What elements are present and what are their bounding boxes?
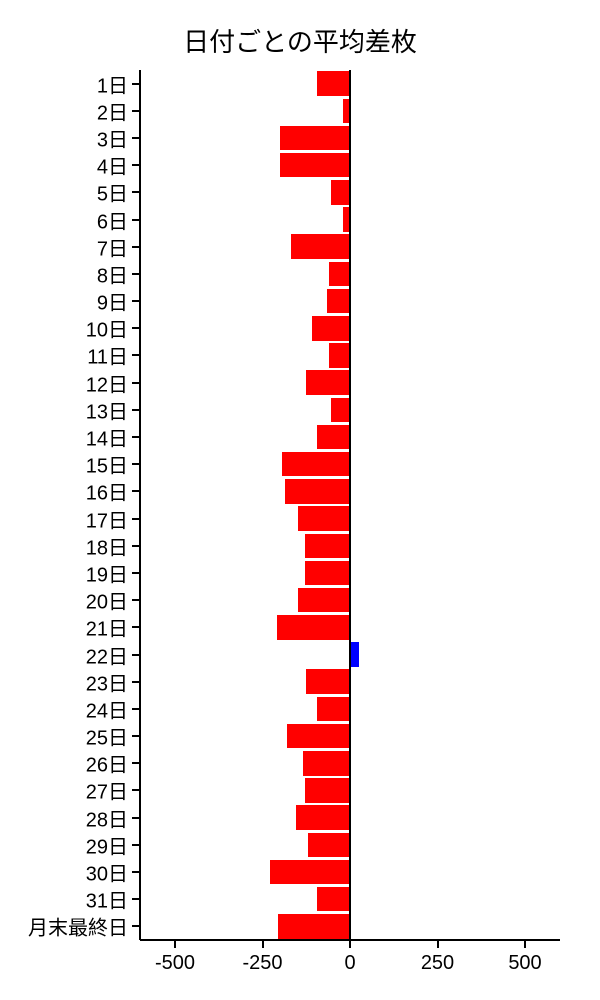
bar (280, 126, 350, 150)
bar (305, 534, 351, 558)
y-axis-label: 月末最終日 (28, 912, 140, 941)
bar (317, 697, 350, 721)
x-axis-label: 0 (344, 940, 355, 975)
bar (317, 887, 350, 911)
bar (280, 153, 350, 177)
bar (296, 805, 350, 829)
chart-title: 日付ごとの平均差枚 (0, 22, 600, 59)
bar (282, 452, 350, 476)
bar (303, 751, 350, 775)
bar (317, 425, 350, 449)
bar (317, 71, 350, 95)
chart-plot-area: 1日2日3日4日5日6日7日8日9日10日11日12日13日14日15日16日1… (140, 70, 560, 940)
bar (298, 506, 351, 530)
x-axis-label: 250 (421, 940, 454, 975)
bar (329, 343, 350, 367)
bar (285, 479, 350, 503)
bar (270, 860, 351, 884)
zero-axis-line (349, 70, 351, 940)
bar (306, 370, 350, 394)
bar (305, 561, 351, 585)
bar (305, 778, 351, 802)
x-axis-label: 500 (508, 940, 541, 975)
bar (277, 615, 351, 639)
bar (308, 833, 350, 857)
bar (312, 316, 351, 340)
bar (278, 914, 350, 938)
y-axis-line (139, 70, 141, 940)
bar (291, 234, 351, 258)
bar (298, 588, 351, 612)
bar (287, 724, 350, 748)
bar (329, 262, 350, 286)
bar (331, 398, 350, 422)
x-axis-label: -500 (155, 940, 195, 975)
bar (331, 180, 350, 204)
bar (306, 669, 350, 693)
bar (327, 289, 350, 313)
x-axis-label: -250 (242, 940, 282, 975)
bar (350, 642, 359, 666)
